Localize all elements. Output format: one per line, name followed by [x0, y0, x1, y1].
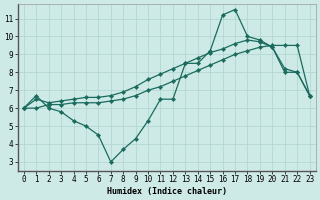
X-axis label: Humidex (Indice chaleur): Humidex (Indice chaleur): [107, 187, 227, 196]
